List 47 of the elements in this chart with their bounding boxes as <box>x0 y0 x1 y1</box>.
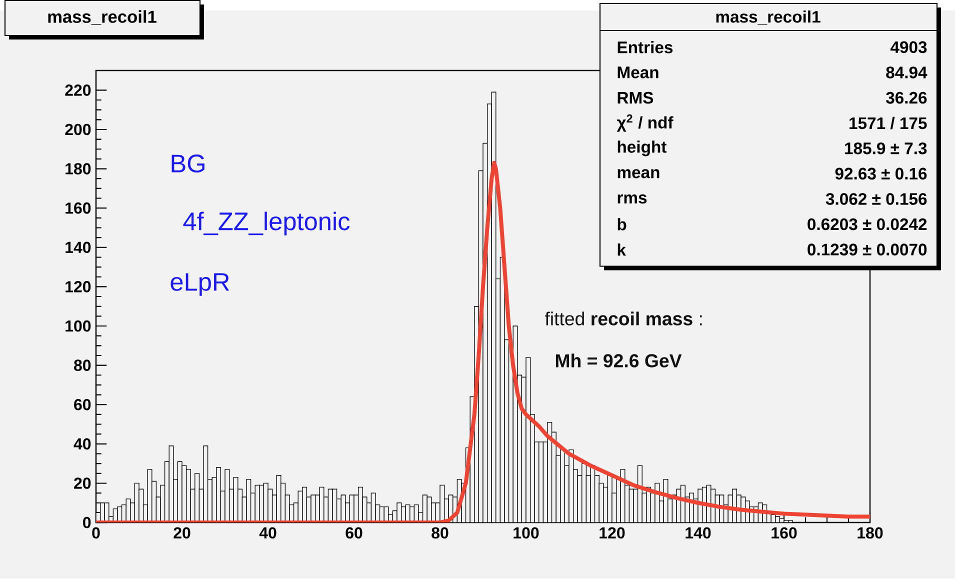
y-tick-label: 200 <box>65 124 91 136</box>
annotation: rms <box>618 194 647 204</box>
annotation: χ$^{2}$ / ndf <box>616 114 674 132</box>
y-tick-label: 140 <box>66 242 91 254</box>
annotation: 3.062 ± 0.156 <box>826 193 927 206</box>
annotation: b <box>618 218 626 231</box>
y-tick-label: 60 <box>74 399 91 411</box>
text: 36.26 <box>886 92 927 104</box>
annotation: 92.63 ± 0.16 <box>835 168 927 180</box>
x-tick-label: 140 <box>686 527 711 539</box>
annotation: BG <box>172 154 204 173</box>
x-tick-label: 0 <box>92 527 100 539</box>
annotation: RMS <box>618 92 654 104</box>
text: mass_recoil1 <box>716 10 820 25</box>
annotation: 1571 / 175 <box>850 117 927 130</box>
y-tick-label: 20 <box>74 478 91 490</box>
text: Entries <box>618 41 673 54</box>
y-tick-label: 220 <box>65 84 91 96</box>
annotation: 0.6203 ± 0.0242 <box>808 218 927 230</box>
text: 4903 <box>890 42 927 54</box>
y-tick-label: 0 <box>83 517 91 528</box>
text: 84.94 <box>886 66 928 79</box>
annotation: Mean <box>618 66 658 79</box>
annotation: 0.1239 ± 0.0070 <box>808 244 927 256</box>
annotation: eLpR <box>170 273 230 296</box>
x-tick-label: 80 <box>432 527 448 539</box>
annotation: height <box>618 140 667 156</box>
x-tick-label: 100 <box>514 527 539 539</box>
x-tick-label: 20 <box>174 527 190 539</box>
x-tick-label: 180 <box>858 527 883 539</box>
y-tick-label: 100 <box>66 320 91 332</box>
y-tick-label: 160 <box>66 202 91 214</box>
annotation: mean <box>618 169 660 178</box>
y-tick-label: 120 <box>66 281 91 293</box>
annotation: 4f_ZZ_leptonic <box>183 212 350 236</box>
x-tick-label: 60 <box>346 527 362 539</box>
annotation: 185.9 ± 7.3 <box>845 142 927 155</box>
y-tick-label: 180 <box>66 163 91 175</box>
x-tick-label: 120 <box>600 527 625 539</box>
annotation: fitted recoil mass : <box>544 312 702 326</box>
x-tick-label: 40 <box>259 527 276 539</box>
y-tick-label: 80 <box>74 360 91 372</box>
chart-title: mass_recoil1 <box>48 10 156 26</box>
y-tick-label: 40 <box>74 438 91 450</box>
annotation: Mh = 92.6 GeV <box>556 354 682 368</box>
x-tick-label: 160 <box>772 527 797 539</box>
annotation: k <box>618 244 626 256</box>
